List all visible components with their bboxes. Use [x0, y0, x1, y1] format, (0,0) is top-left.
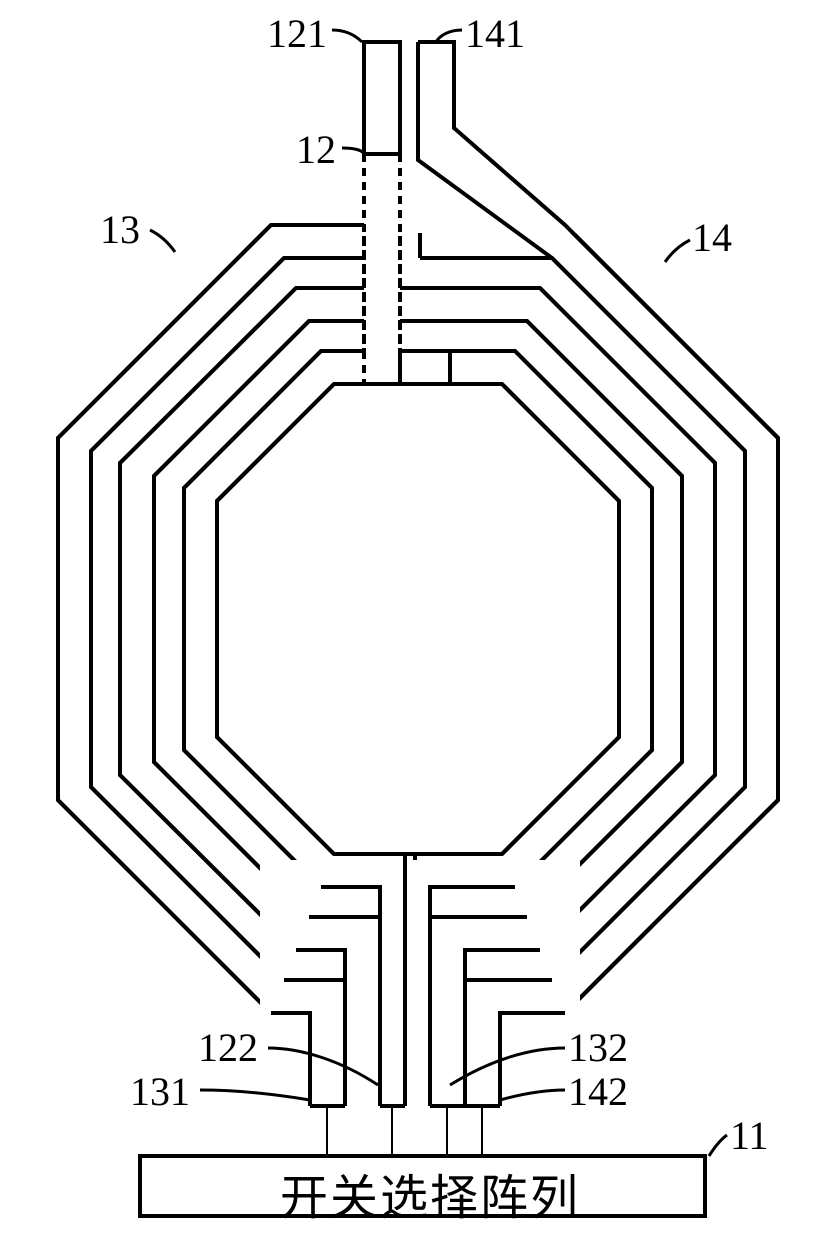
- label-12: 12: [296, 126, 336, 173]
- inner-octagon-outer: [184, 351, 652, 887]
- leader-121: [332, 30, 362, 42]
- leader-11: [709, 1135, 727, 1156]
- inner-notch-mask: [400, 351, 450, 384]
- label-122: 122: [198, 1024, 258, 1071]
- leader-14: [665, 240, 690, 262]
- label-131: 131: [130, 1068, 190, 1115]
- switch-array-label: 开关选择阵列: [280, 1158, 580, 1228]
- label-121: 121: [267, 10, 327, 57]
- middle-octagon-inner: [154, 321, 682, 917]
- ring-12-left: [184, 351, 415, 917]
- coil-svg: [0, 0, 836, 1237]
- leader-13: [150, 230, 175, 252]
- inner-octagon-inner: [217, 384, 619, 854]
- label-11: 11: [730, 1112, 769, 1159]
- label-142: 142: [568, 1068, 628, 1115]
- label-141: 141: [465, 10, 525, 57]
- label-13: 13: [100, 206, 140, 253]
- label-14: 14: [692, 214, 732, 261]
- middle-octagon-outer: [120, 288, 715, 950]
- inductor-coil-diagram: 121 141 12 13 14 122 131 132 142 11 开关选择…: [0, 0, 836, 1237]
- top-clear: [360, 38, 660, 233]
- ring-12-right: [415, 351, 652, 887]
- label-132: 132: [568, 1024, 628, 1071]
